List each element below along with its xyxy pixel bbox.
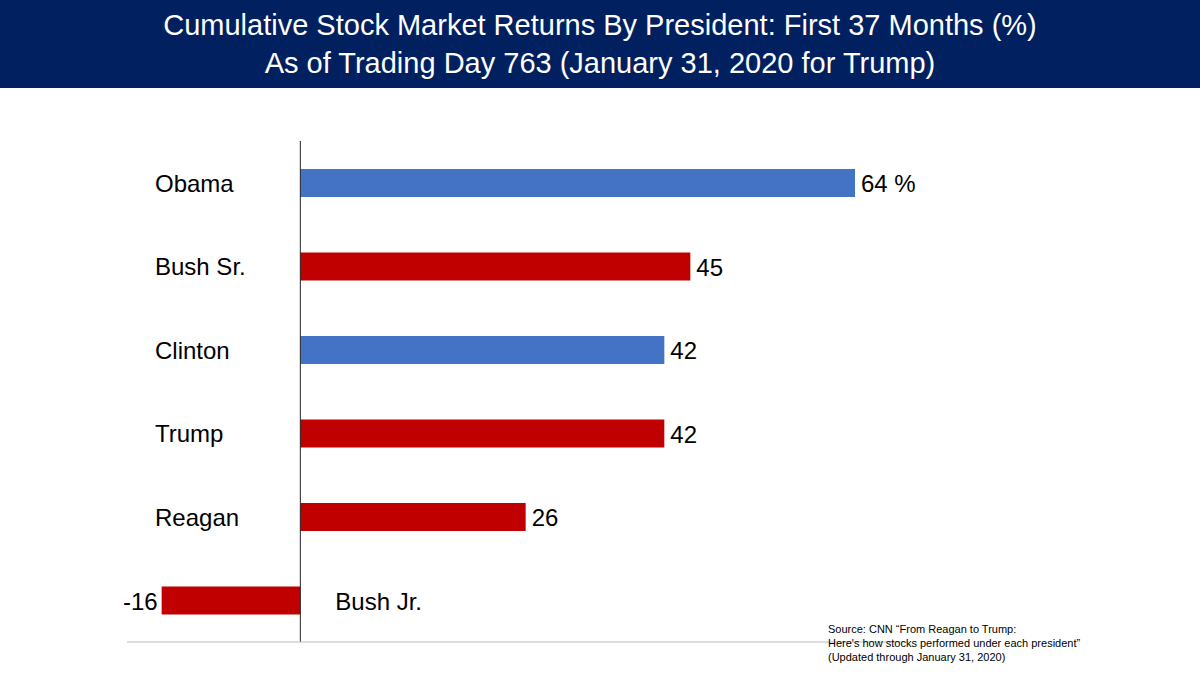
svg-text:-16: -16 xyxy=(123,588,158,615)
svg-text:45: 45 xyxy=(696,254,723,281)
svg-text:Clinton: Clinton xyxy=(155,337,230,364)
svg-text:Trump: Trump xyxy=(155,420,223,447)
svg-text:Bush Jr.: Bush Jr. xyxy=(335,588,422,615)
svg-text:42: 42 xyxy=(670,421,697,448)
html-text:(Updated through January 31, 2: (Updated through January 31, 2020) xyxy=(828,651,1006,663)
svg-text:64 %: 64 % xyxy=(861,170,916,197)
html-text:As of Trading Day 763 (January: As of Trading Day 763 (January 31, 2020 … xyxy=(264,47,936,79)
svg-text:42: 42 xyxy=(670,337,697,364)
svg-text:Reagan: Reagan xyxy=(155,504,239,531)
html-text:Here's how stocks performed un: Here's how stocks performed under each p… xyxy=(828,637,1081,649)
svg-text:Obama: Obama xyxy=(155,170,234,197)
html-text:Cumulative Stock Market Return: Cumulative Stock Market Returns By Presi… xyxy=(163,9,1037,41)
html-text:Source: CNN “From Reagan to Tr: Source: CNN “From Reagan to Trump: xyxy=(828,623,1017,635)
svg-text:Bush Sr.: Bush Sr. xyxy=(155,253,246,280)
svg-text:26: 26 xyxy=(532,504,559,531)
